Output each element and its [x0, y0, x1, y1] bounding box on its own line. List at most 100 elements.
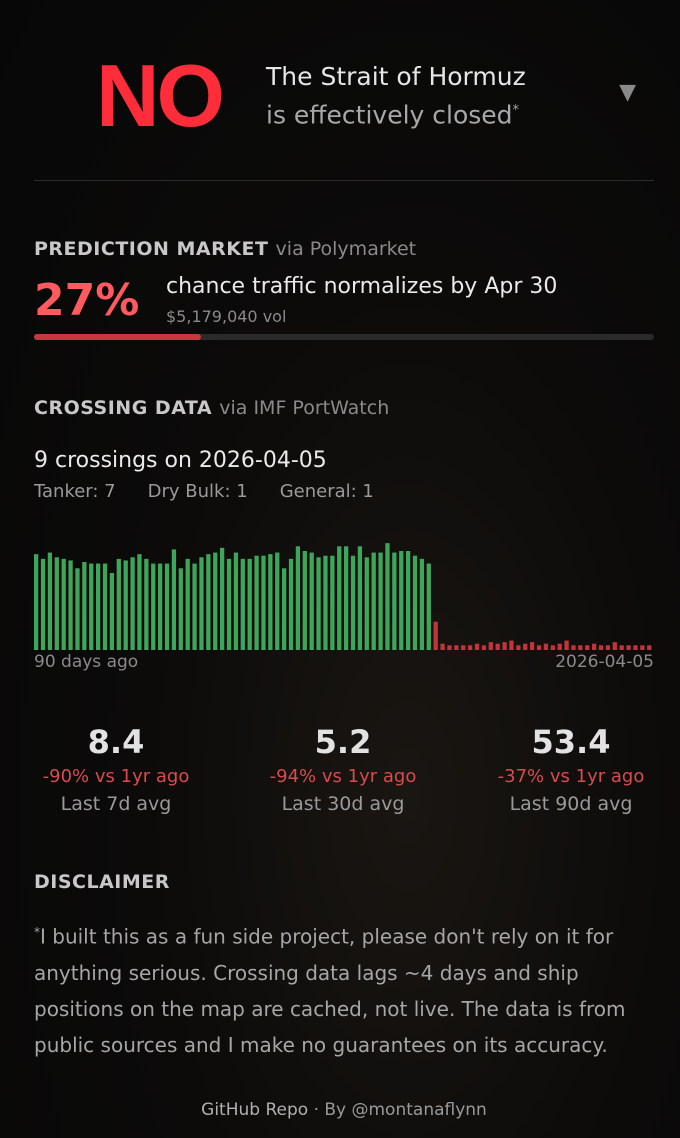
chart-bar[interactable]	[261, 555, 266, 650]
footer-author: By @montanaflynn	[324, 1100, 487, 1120]
chart-bar[interactable]	[468, 645, 473, 650]
chart-bar[interactable]	[419, 558, 425, 650]
chart-bar[interactable]	[378, 552, 383, 650]
chart-bar[interactable]	[530, 642, 535, 650]
chart-bar[interactable]	[633, 645, 638, 650]
chart-bar[interactable]	[626, 645, 631, 650]
stat-7d: 8.4 -90% vs 1yr ago Last 7d avg	[13, 722, 219, 815]
chart-bar[interactable]	[557, 643, 562, 650]
chart-bar[interactable]	[426, 563, 431, 650]
chart-bar[interactable]	[399, 551, 404, 650]
chart-bar[interactable]	[412, 555, 418, 650]
chart-bar[interactable]	[481, 645, 487, 650]
chart-bar[interactable]	[350, 555, 356, 650]
chevron-down-icon[interactable]: ▼	[619, 80, 636, 105]
chart-bar[interactable]	[240, 558, 245, 650]
chart-bar[interactable]	[605, 645, 611, 650]
chart-bar[interactable]	[523, 643, 528, 650]
stat-label: Last 90d avg	[509, 793, 633, 815]
chart-bar[interactable]	[199, 557, 204, 650]
chart-bar[interactable]	[371, 552, 376, 650]
chart-bar[interactable]	[309, 552, 314, 650]
chart-bar[interactable]	[433, 621, 438, 650]
chart-bar[interactable]	[323, 555, 328, 650]
chart-bar[interactable]	[75, 568, 80, 650]
chart-bar[interactable]	[275, 552, 280, 650]
chart-bar[interactable]	[647, 645, 652, 650]
chart-bar[interactable]	[268, 554, 273, 650]
chart-bar[interactable]	[220, 547, 225, 650]
chart-bar[interactable]	[123, 560, 128, 650]
chart-bar[interactable]	[68, 560, 73, 650]
chart-bar[interactable]	[54, 557, 59, 650]
chart-bar[interactable]	[571, 645, 576, 650]
chart-bar[interactable]	[178, 568, 183, 650]
chart-bar[interactable]	[89, 563, 94, 650]
chart-bar[interactable]	[543, 643, 549, 650]
github-repo-link[interactable]: GitHub Repo	[201, 1100, 309, 1120]
chart-bar[interactable]	[578, 645, 583, 650]
chart-bar[interactable]	[316, 557, 321, 650]
chart-bar[interactable]	[40, 558, 46, 650]
chart-bar[interactable]	[96, 563, 101, 650]
chart-bar[interactable]	[440, 643, 445, 650]
chart-bar[interactable]	[461, 645, 466, 650]
chart-bar[interactable]	[564, 640, 569, 650]
chart-bar[interactable]	[364, 557, 369, 650]
chart-bar[interactable]	[454, 645, 459, 650]
chart-bar[interactable]	[302, 551, 307, 650]
chart-bar[interactable]	[406, 551, 411, 650]
chart-bar[interactable]	[185, 558, 190, 650]
chart-bar[interactable]	[488, 642, 493, 650]
chart-bar[interactable]	[151, 563, 156, 650]
chart-bar[interactable]	[247, 558, 252, 650]
prediction-percent: 27%	[34, 275, 140, 326]
chart-bar[interactable]	[116, 558, 121, 650]
chart-bar[interactable]	[612, 642, 617, 650]
chart-bar[interactable]	[357, 546, 363, 650]
chart-bar[interactable]	[47, 552, 53, 650]
chart-bar[interactable]	[619, 645, 624, 650]
chart-bar[interactable]	[447, 645, 452, 650]
chart-bar[interactable]	[330, 555, 335, 650]
chart-bar[interactable]	[509, 640, 514, 650]
chart-bar[interactable]	[109, 573, 115, 650]
chart-bar[interactable]	[213, 552, 218, 650]
chart-bar[interactable]	[158, 563, 163, 650]
chart-bar[interactable]	[282, 568, 287, 650]
chart-bar[interactable]	[495, 643, 500, 650]
chart-bar[interactable]	[474, 643, 480, 650]
chart-bar[interactable]	[585, 645, 590, 650]
chart-bar[interactable]	[392, 552, 397, 650]
chart-bar[interactable]	[592, 643, 597, 650]
chart-bar[interactable]	[640, 645, 645, 650]
prediction-description[interactable]: chance traffic normalizes by Apr 30	[166, 274, 558, 299]
chart-bar[interactable]	[102, 563, 108, 650]
chart-bar[interactable]	[206, 554, 211, 650]
chart-bar[interactable]	[130, 557, 135, 650]
chart-bar[interactable]	[288, 558, 294, 650]
chart-bar[interactable]	[385, 543, 390, 650]
chart-bar[interactable]	[516, 645, 521, 650]
chart-bar[interactable]	[295, 546, 301, 650]
chart-bar[interactable]	[82, 562, 87, 650]
chart-bar[interactable]	[233, 552, 239, 650]
chart-bar[interactable]	[536, 645, 542, 650]
chart-bar[interactable]	[34, 554, 39, 650]
chart-bar[interactable]	[137, 554, 142, 650]
chart-bar[interactable]	[254, 555, 259, 650]
prediction-progress-bar	[34, 334, 654, 340]
chart-bar[interactable]	[337, 546, 342, 650]
chart-bar[interactable]	[502, 642, 507, 650]
chart-bar[interactable]	[344, 546, 349, 650]
chart-bar[interactable]	[226, 558, 232, 650]
chart-bar[interactable]	[144, 558, 149, 650]
crossings-bar-chart[interactable]	[34, 540, 654, 650]
chart-bar[interactable]	[171, 549, 177, 650]
chart-bar[interactable]	[192, 563, 197, 650]
chart-bar[interactable]	[598, 645, 604, 650]
chart-bar[interactable]	[164, 563, 170, 650]
chart-bar[interactable]	[61, 558, 66, 650]
chart-bar[interactable]	[550, 645, 555, 650]
stat-value: 8.4	[87, 723, 145, 761]
